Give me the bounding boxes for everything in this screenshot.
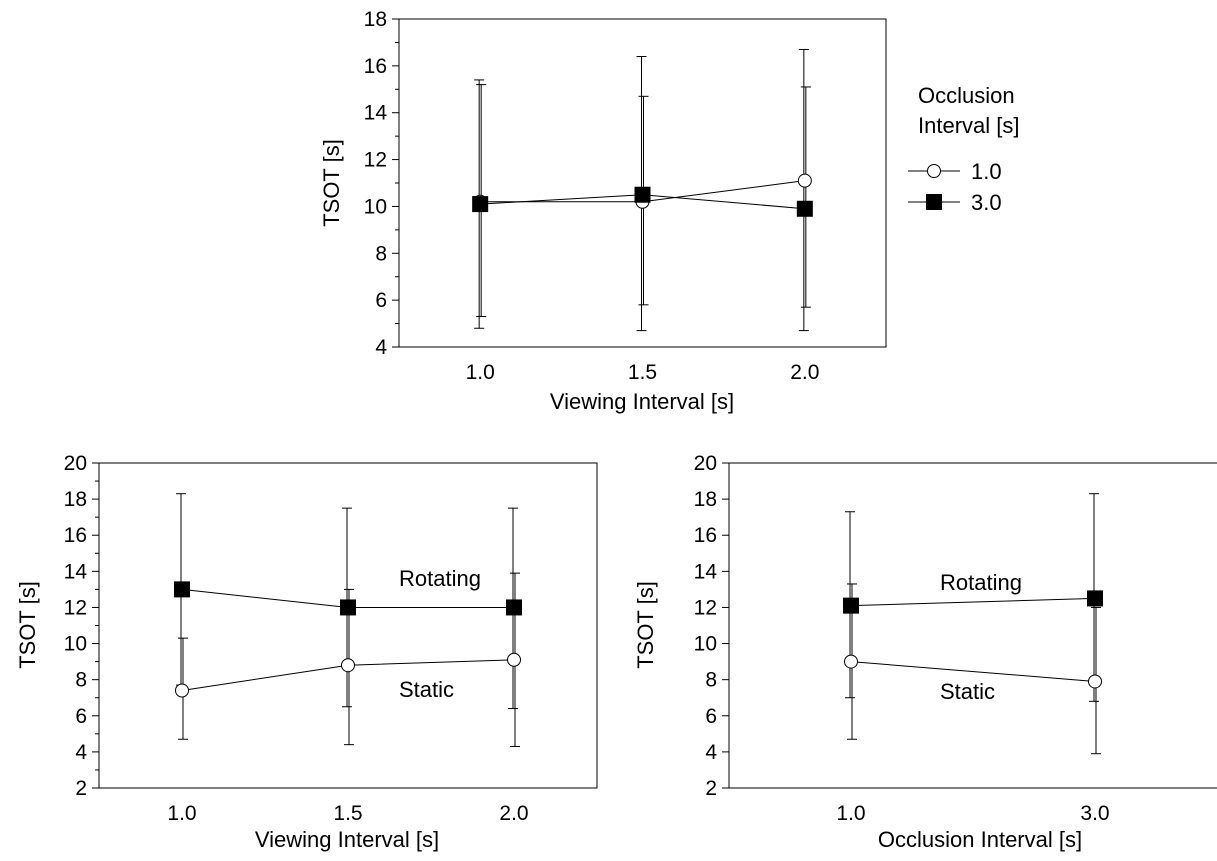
series-annotation-static: Static	[399, 677, 454, 702]
x-tick-label: 1.5	[333, 802, 362, 825]
y-tick-label: 12	[364, 149, 387, 172]
y-tick-label: 14	[64, 560, 88, 583]
data-point-rotating	[1087, 590, 1103, 607]
legend-entry-2: 3.0	[908, 190, 1002, 215]
data-point-3-0	[634, 186, 651, 203]
y-tick-label: 2	[75, 777, 87, 800]
y-tick-label: 8	[75, 669, 87, 692]
x-tick-label: 1.0	[466, 361, 495, 384]
data-point-1-0	[797, 173, 812, 188]
y-tick-label: 12	[694, 596, 717, 619]
data-point-static	[1088, 674, 1102, 689]
data-point-static	[175, 683, 189, 698]
series-layer	[174, 493, 522, 747]
filled-square-marker-icon	[926, 194, 942, 210]
y-tick-label: 6	[375, 289, 387, 312]
series-annotation-rotating: Rotating	[940, 570, 1022, 595]
chart-top: 4 6 8 10 12 14 16 18 1.0 1.5 2.0 Viewing Interval…	[319, 8, 1019, 414]
legend-entry-1: 1.0	[908, 159, 1002, 184]
y-axis-ticks: 2 4 6 8 10 12 14 16 18 20	[64, 452, 99, 800]
plot-frame	[98, 462, 598, 789]
y-tick-label: 4	[375, 336, 387, 359]
series-layer	[472, 48, 813, 332]
x-tick-label: 1.5	[628, 361, 657, 384]
y-tick-label: 6	[705, 705, 717, 728]
y-tick-label: 16	[364, 55, 387, 78]
data-point-rotating	[340, 599, 356, 616]
data-point-static	[341, 658, 355, 673]
data-point-static	[844, 654, 858, 669]
x-tick-label: 2.0	[499, 802, 528, 825]
y-tick-label: 2	[705, 777, 717, 800]
y-tick-label: 18	[364, 8, 387, 31]
data-point-3-0	[472, 196, 489, 213]
x-axis-ticks: 1.0 3.0	[836, 802, 1109, 825]
y-tick-label: 10	[694, 633, 717, 656]
y-axis-title: TSOT [s]	[319, 139, 344, 227]
x-axis-title: Occlusion Interval [s]	[878, 827, 1082, 852]
x-axis-ticks: 1.0 1.5 2.0	[466, 361, 820, 384]
data-point-rotating	[174, 581, 190, 598]
x-tick-label: 2.0	[790, 361, 819, 384]
data-point-static	[507, 652, 521, 667]
series-line-rotating	[850, 597, 1096, 607]
y-tick-label: 4	[75, 741, 87, 764]
legend-title-line-2: Interval [s]	[918, 113, 1019, 138]
y-axis-ticks: 2 4 6 8 10 12 14 16 18 20	[694, 452, 729, 800]
x-axis-title: Viewing Interval [s]	[550, 389, 734, 414]
data-point-rotating	[843, 597, 859, 614]
y-tick-label: 18	[694, 488, 717, 511]
chart-bottom-right: 2 4 6 8 10 12 14 16 18 20 1.0 3.0 Occlusion Interv…	[633, 452, 1217, 852]
x-tick-label: 1.0	[167, 802, 196, 825]
y-tick-label: 4	[705, 741, 717, 764]
y-axis-title: TSOT [s]	[633, 581, 658, 669]
data-point-3-0	[796, 200, 813, 217]
series-line-static	[850, 661, 1096, 682]
y-tick-label: 8	[375, 242, 387, 265]
y-tick-label: 14	[694, 560, 718, 583]
y-tick-label: 8	[705, 669, 717, 692]
legend: Occlusion Interval [s] 1.0 3.0	[908, 83, 1019, 215]
plot-frame	[398, 18, 887, 348]
x-tick-label: 1.0	[836, 802, 865, 825]
y-tick-label: 6	[75, 705, 87, 728]
series-layer	[843, 493, 1103, 755]
data-point-rotating	[506, 599, 522, 616]
legend-label-2: 3.0	[971, 190, 1002, 215]
y-tick-label: 18	[64, 488, 87, 511]
x-axis-title: Viewing Interval [s]	[255, 827, 439, 852]
y-tick-label: 16	[694, 524, 717, 547]
y-axis-title: TSOT [s]	[15, 581, 40, 669]
y-tick-label: 16	[64, 524, 87, 547]
open-circle-marker-icon	[927, 164, 941, 178]
legend-title-line-1: Occlusion	[918, 83, 1015, 108]
legend-label-1: 1.0	[971, 159, 1002, 184]
y-tick-label: 10	[364, 195, 387, 218]
y-axis-ticks: 4 6 8 10 12 14 16 18	[364, 8, 399, 359]
x-axis-ticks: 1.0 1.5 2.0	[167, 802, 528, 825]
y-tick-label: 20	[694, 452, 717, 475]
y-tick-label: 14	[364, 102, 388, 125]
x-tick-label: 3.0	[1080, 802, 1109, 825]
y-tick-label: 10	[64, 633, 87, 656]
series-annotation-rotating: Rotating	[399, 566, 481, 591]
chart-bottom-left: 2 4 6 8 10 12 14 16 18 20 1.0 1.5 2.0 Viewing Inter…	[15, 452, 598, 852]
y-tick-label: 20	[64, 452, 87, 475]
y-tick-label: 12	[64, 596, 87, 619]
series-annotation-static: Static	[940, 679, 995, 704]
